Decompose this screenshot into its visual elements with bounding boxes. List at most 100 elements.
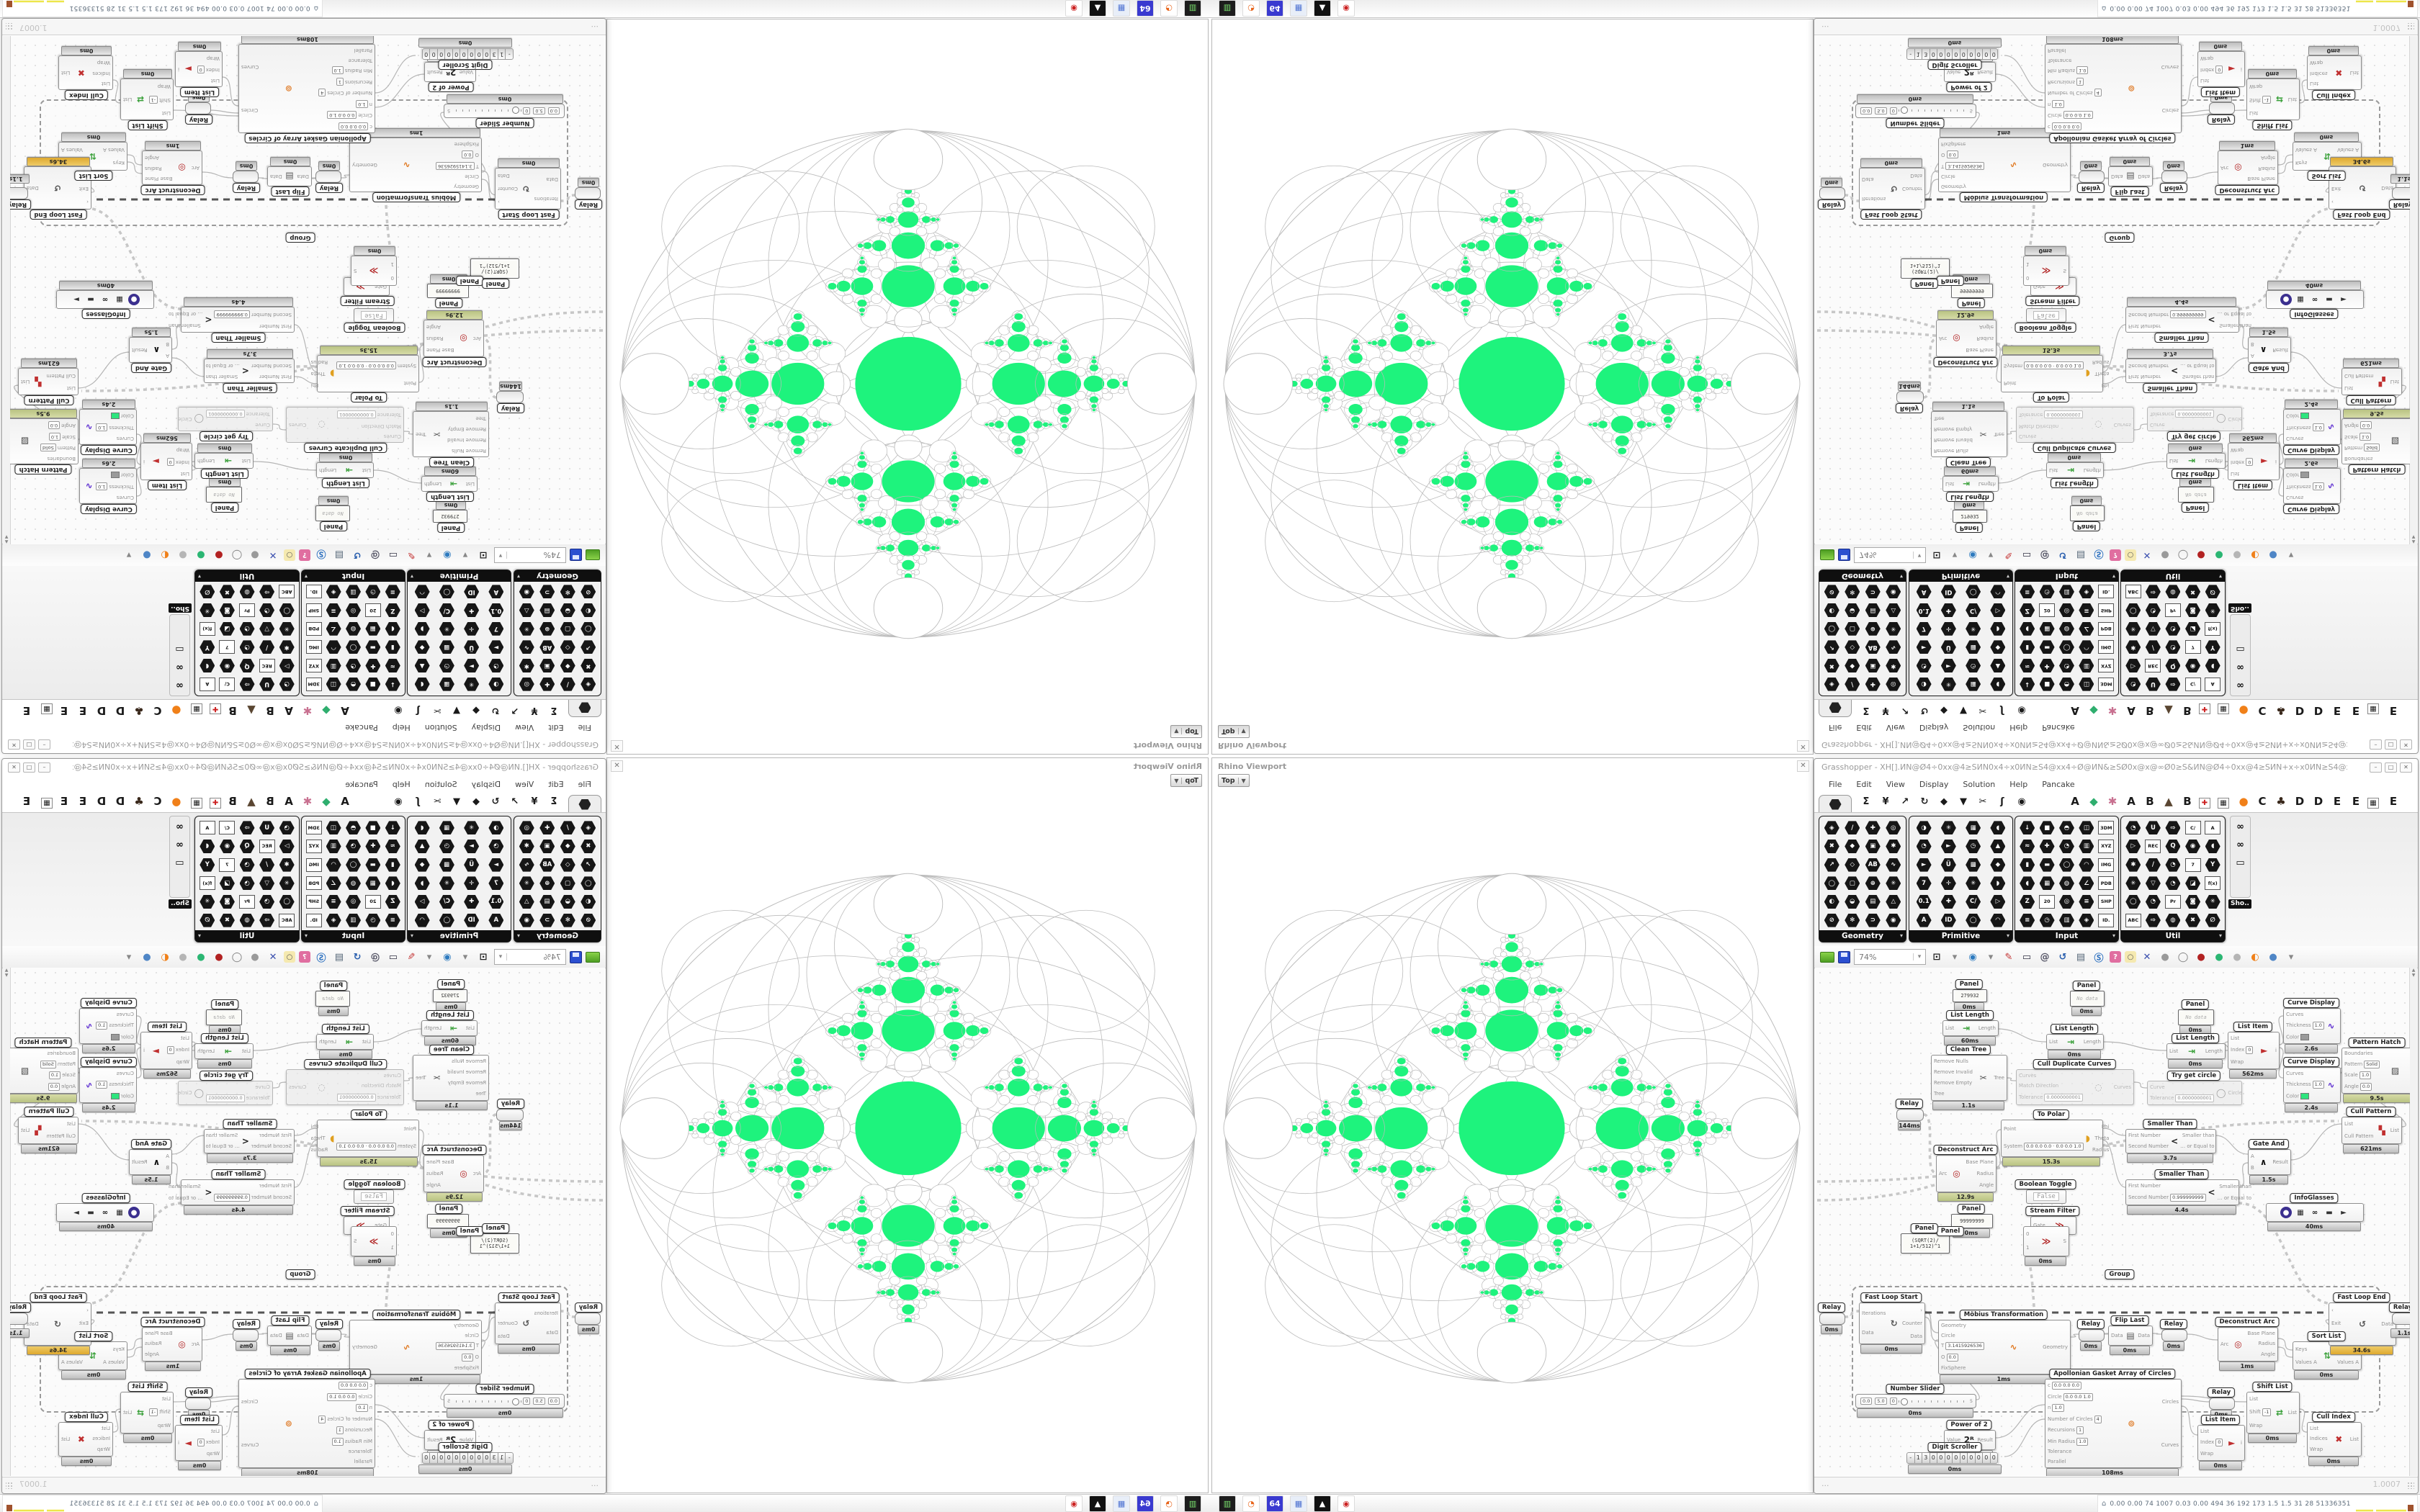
boolean-toggle-node[interactable]: False (2026, 1189, 2066, 1204)
panel-node[interactable]: No data (315, 991, 350, 1007)
tab-icon-5[interactable]: ▼ (1960, 796, 1967, 807)
draw-all-icon[interactable]: ● (179, 549, 187, 561)
component-node-flip-last[interactable]: Data ▤ Data (267, 1326, 312, 1346)
component-icon-geometry-21[interactable]: ✻ (1845, 585, 1860, 598)
component-icon-primitive-16[interactable]: 0.1 (488, 603, 503, 617)
node-tag-smaller-than[interactable]: Smaller Than (2154, 1169, 2209, 1179)
tab-plugin-1[interactable]: ◆ (322, 795, 331, 808)
component-icon-primitive-0[interactable]: ◑ (1916, 821, 1932, 835)
close-button[interactable]: ✕ (8, 739, 20, 750)
component-icon-input-8[interactable]: ▥ (326, 659, 341, 672)
calculator-icon[interactable]: ▦ (1290, 1495, 1307, 1512)
draw-all-icon[interactable]: ● (2233, 549, 2241, 561)
number-slider-node[interactable]: 0.0 5.0 0 5 (444, 104, 565, 118)
component-node-list-length[interactable]: List ⇥ Length (316, 1034, 374, 1050)
node-tag-list-length[interactable]: List Length (322, 1024, 369, 1034)
component-icon-input-24[interactable]: SHP (2098, 603, 2115, 618)
chevron-down-icon[interactable]: ▾ (426, 549, 432, 561)
menu-solution[interactable]: Solution (1963, 723, 1996, 733)
node-tag-gate-and[interactable]: Gate And (2248, 1139, 2290, 1149)
only-draw-selected-icon[interactable]: ● (197, 951, 205, 963)
component-icon-primitive-15[interactable]: ◗ (1990, 876, 2006, 891)
component-node-deconstruct-arc[interactable]: Arc ◎ Base Plane Radius Angle (1936, 320, 1996, 357)
preview-shaded-icon[interactable]: ● (215, 951, 223, 963)
component-icon-input-0[interactable]: ↓ (385, 678, 400, 691)
tab-plugin-16[interactable]: ▦ (41, 703, 53, 714)
tab-icon-8[interactable]: ◉ (2017, 705, 2026, 716)
component-icon-geometry-15[interactable]: ✳ (519, 622, 534, 636)
component-icon-input-23[interactable]: ≡ (2079, 894, 2094, 909)
menu-help[interactable]: Help (392, 723, 411, 733)
tab-plugin-1[interactable]: ◆ (322, 704, 331, 717)
tab-icon-0[interactable]: Σ (1863, 705, 1870, 716)
component-icon-util-17[interactable]: ◔ (240, 622, 255, 636)
component-icon-geometry-6[interactable]: ▣ (539, 840, 555, 853)
node-tag-relay[interactable]: Relay (2159, 183, 2188, 193)
panel-node[interactable]: 279932 (433, 510, 467, 523)
ribbon-group-label[interactable]: Geometry ▾ (514, 570, 601, 582)
zoom-level-combo[interactable]: 74% ▾ (494, 949, 566, 965)
node-tag-deconstruct-arc[interactable]: Deconstruct Arc (2215, 1317, 2280, 1327)
component-icon-geometry-16[interactable]: ◐ (581, 603, 596, 617)
node-tag-panel[interactable]: Panel (1957, 298, 1986, 308)
node-tag-power-of-2[interactable]: Power of 2 (1946, 82, 1992, 92)
node-tag-panel[interactable]: Panel (455, 1226, 484, 1236)
node-tag-flip-last[interactable]: Flip Last (2110, 186, 2149, 197)
node-tag-panel[interactable]: Panel (481, 279, 510, 289)
menu-file[interactable]: File (1829, 723, 1842, 733)
node-tag-panel[interactable]: Panel (455, 276, 484, 286)
component-icon-primitive-11[interactable]: ◆ (415, 640, 430, 654)
node-tag-power-of-2[interactable]: Power of 2 (1946, 1420, 1992, 1430)
relay-node[interactable] (2392, 187, 2410, 199)
sketch-pen-icon[interactable]: ✎ (407, 951, 416, 963)
node-tag-pattern-hatch[interactable]: Pattern Hatch (2348, 1038, 2406, 1048)
component-icon-input-25[interactable]: ≡ (2020, 913, 2035, 927)
component-icon-primitive-4[interactable]: ◔ (1916, 839, 1932, 853)
component-icon-util-12[interactable]: ◔ (2165, 858, 2181, 872)
node-tag-flip-last[interactable]: Flip Last (271, 186, 310, 197)
component-icon-input-24[interactable]: SHP (305, 894, 322, 909)
component-icon-util-25[interactable]: ABC (2125, 585, 2141, 599)
component-icon-input-20[interactable]: Z (2020, 894, 2035, 909)
wire-display-icon[interactable]: ✕ (2143, 951, 2151, 963)
tab-icon-1[interactable]: ¥ (1882, 796, 1889, 807)
draw-icons-icon[interactable]: ◐ (2251, 549, 2259, 561)
component-icon-util-15[interactable]: ✳ (2125, 622, 2141, 636)
component-icon-util-4[interactable]: A (199, 821, 215, 835)
component-icon-input-2[interactable]: ◓ (346, 821, 361, 834)
component-icon-geometry-16[interactable]: ◐ (1824, 894, 1839, 909)
component-icon-primitive-9[interactable]: Ü (464, 640, 479, 654)
footer-ellipsis[interactable]: ... (1821, 1479, 1829, 1488)
component-icon-input-27[interactable]: ▥ (2058, 913, 2074, 927)
component-icon-input-7[interactable]: ◔ (2058, 839, 2074, 853)
component-icon-util-26[interactable]: ⇨ (2145, 913, 2161, 927)
chevron-down-icon[interactable]: ▾ (495, 552, 507, 559)
chevron-down-icon[interactable]: ▾ (126, 549, 132, 561)
component-icon-primitive-18[interactable]: C/ (439, 895, 454, 909)
component-icon-geometry-1[interactable]: / (560, 821, 575, 834)
tab-plugin-12[interactable]: D (2295, 704, 2305, 717)
menu-pancake[interactable]: Pancake (345, 723, 378, 733)
tab-plugin-2[interactable]: ✱ (2107, 704, 2118, 717)
node-tag-infoglasses[interactable]: InfoGlasses (81, 309, 130, 319)
node-tag-fast-loop-end[interactable]: Fast Loop End (30, 1292, 87, 1302)
panel-node[interactable]: 279932 (1953, 989, 1987, 1002)
component-icon-input-5[interactable]: ≈ (2020, 659, 2035, 672)
node-tag-digit-scroller[interactable]: Digit Scroller (438, 60, 493, 70)
component-icon-input-18[interactable]: ∠ (2079, 876, 2094, 891)
draw-icons-icon[interactable]: ◐ (2251, 951, 2259, 963)
component-icon-util-22[interactable]: Pr (2164, 894, 2181, 909)
menu-view[interactable]: View (1886, 723, 1905, 733)
component-icon-input-12[interactable]: ◯ (2059, 640, 2074, 654)
gha-loader-icon[interactable]: ↺ (353, 951, 362, 963)
tab-icon-2[interactable]: ↗ (1901, 705, 1909, 716)
node-tag-curve-display[interactable]: Curve Display (81, 998, 137, 1008)
publish-icon[interactable]: @ (2040, 549, 2050, 561)
component-icon-input-20[interactable]: Z (2020, 603, 2035, 617)
infoglasses-node[interactable]: ● ▦ ∞ ▬ ► (56, 1203, 154, 1222)
preview-eye-icon[interactable]: ◉ (443, 951, 452, 963)
